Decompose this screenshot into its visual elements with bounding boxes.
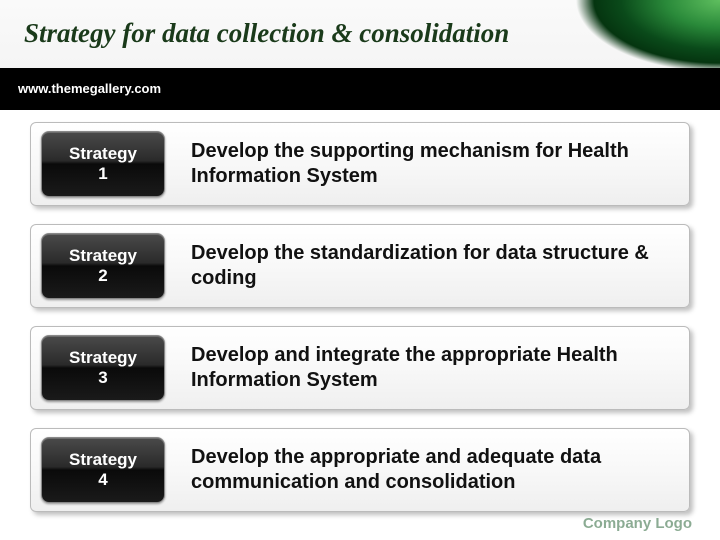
- url-text: www.themegallery.com: [18, 81, 161, 96]
- strategy-tag: Strategy 1: [41, 131, 165, 197]
- strategy-tag: Strategy 2: [41, 233, 165, 299]
- strategy-description: Develop the supporting mechanism for Hea…: [165, 139, 689, 189]
- tag-label-line2: 4: [98, 470, 107, 490]
- strategy-row: Strategy 2 Develop the standardization f…: [30, 224, 690, 308]
- strategy-row: Strategy 1 Develop the supporting mechan…: [30, 122, 690, 206]
- tag-label-line1: Strategy: [69, 144, 137, 164]
- tag-label-line2: 1: [98, 164, 107, 184]
- strategy-list: Strategy 1 Develop the supporting mechan…: [0, 110, 720, 512]
- tag-label-line2: 3: [98, 368, 107, 388]
- url-bar: www.themegallery.com: [0, 68, 720, 108]
- slide-header: Strategy for data collection & consolida…: [0, 0, 720, 110]
- strategy-tag: Strategy 4: [41, 437, 165, 503]
- strategy-description: Develop and integrate the appropriate He…: [165, 343, 689, 393]
- tag-label-line1: Strategy: [69, 450, 137, 470]
- strategy-description: Develop the appropriate and adequate dat…: [165, 445, 689, 495]
- strategy-row: Strategy 3 Develop and integrate the app…: [30, 326, 690, 410]
- tag-label-line1: Strategy: [69, 348, 137, 368]
- footer-logo-text: Company Logo: [583, 515, 692, 532]
- strategy-row: Strategy 4 Develop the appropriate and a…: [30, 428, 690, 512]
- strategy-tag: Strategy 3: [41, 335, 165, 401]
- tag-label-line2: 2: [98, 266, 107, 286]
- strategy-description: Develop the standardization for data str…: [165, 241, 689, 291]
- slide-title: Strategy for data collection & consolida…: [24, 18, 509, 49]
- tag-label-line1: Strategy: [69, 246, 137, 266]
